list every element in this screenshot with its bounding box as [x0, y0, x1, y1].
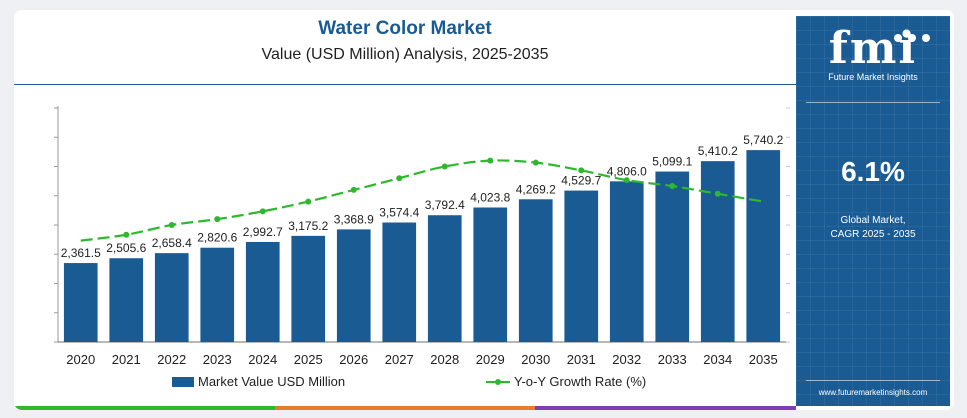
bar-2026: [336, 229, 371, 342]
bar-value-label-2022: 2,658.4: [152, 236, 192, 250]
bar-value-label-2027: 3,574.4: [379, 206, 419, 220]
logo-dots-icon: [894, 34, 930, 42]
bar-2024: [245, 241, 280, 342]
bar-value-label-2026: 3,368.9: [334, 212, 374, 226]
chart-card: Water Color Market Value (USD Million) A…: [14, 10, 954, 410]
chart-area: Water Color Market Value (USD Million) A…: [14, 10, 797, 410]
x-tick-label-2035: 2035: [749, 352, 778, 367]
bar-2029: [473, 207, 508, 342]
cagr-label-line-2: CAGR 2025 - 2035: [830, 229, 916, 240]
growth-point-2021: [123, 231, 130, 238]
legend-item-market-value: Market Value USD Million: [172, 374, 345, 389]
x-tick-label-2021: 2021: [112, 352, 141, 367]
bar-value-label-2035: 5,740.2: [743, 133, 783, 147]
bar-value-label-2032: 4,806.0: [607, 164, 647, 178]
sidebar-separator-bottom: [806, 380, 940, 381]
bar-2030: [518, 199, 553, 342]
bar-value-label-2030: 4,269.2: [516, 182, 556, 196]
chart-plot: 2020 2021 2022 2023 2024 2025 2026 2027 2028 2029…: [54, 106, 790, 367]
x-tick-label-2025: 2025: [294, 352, 323, 367]
sidebar-pattern: [796, 16, 950, 406]
growth-point-2026: [350, 186, 357, 193]
bar-value-label-2021: 2,505.6: [106, 241, 146, 255]
x-tick-label-2030: 2030: [521, 352, 550, 367]
bar-2028: [427, 215, 462, 342]
sidebar-panel: fmi Future Market Insights 6.1% Global M…: [796, 16, 950, 406]
bar-2025: [291, 235, 326, 342]
growth-point-2025: [305, 198, 312, 205]
legend-item-growth-rate: Y-o-Y Growth Rate (%): [486, 374, 646, 389]
x-tick-label-2028: 2028: [430, 352, 459, 367]
legend-label-growth-rate: Y-o-Y Growth Rate (%): [514, 374, 647, 389]
growth-point-2023: [214, 216, 221, 223]
x-tick-label-2029: 2029: [476, 352, 505, 367]
bar-value-label-2023: 2,820.6: [197, 231, 237, 245]
bar-value-label-2028: 3,792.4: [425, 198, 465, 212]
x-tick-label-2024: 2024: [248, 352, 277, 367]
bar-2033: [655, 171, 690, 342]
bar-value-label-2020: 2,361.5: [61, 246, 101, 260]
bar-value-label-2024: 2,992.7: [243, 225, 283, 239]
cagr-label-line-1: Global Market,: [840, 215, 906, 226]
stripe-segment: [14, 406, 275, 410]
sidebar-separator-top: [806, 102, 940, 103]
bar-2020: [63, 263, 98, 342]
growth-point-2028: [441, 163, 448, 170]
title-divider: [14, 84, 796, 85]
bar-2034: [700, 161, 735, 342]
bar-2032: [609, 181, 644, 342]
growth-rate-line: [80, 159, 764, 242]
x-tick-label-2032: 2032: [612, 352, 641, 367]
x-tick-label-2023: 2023: [203, 352, 232, 367]
growth-point-2032: [623, 177, 630, 184]
bar-value-label-2031: 4,529.7: [561, 174, 601, 188]
bar-value-label-2034: 5,410.2: [698, 144, 738, 158]
x-tick-label-2033: 2033: [658, 352, 687, 367]
bar-value-label-2025: 3,175.2: [288, 219, 328, 233]
growth-point-2034: [714, 190, 721, 197]
logo-mark: fmi: [828, 23, 918, 74]
x-tick-label-2020: 2020: [66, 352, 95, 367]
bar-2031: [564, 190, 599, 342]
x-tick-label-2026: 2026: [339, 352, 368, 367]
legend-label-market-value: Market Value USD Million: [198, 374, 346, 389]
x-tick-label-2031: 2031: [567, 352, 596, 367]
legend-bar-swatch: [172, 376, 194, 387]
cagr-label: Global Market, CAGR 2025 - 2035: [796, 214, 950, 242]
x-tick-label-2022: 2022: [157, 352, 186, 367]
stripe-segment: [274, 406, 536, 410]
bar-value-label-2029: 4,023.8: [470, 190, 510, 204]
chart-title: Water Color Market: [318, 18, 492, 39]
growth-point-2027: [396, 175, 403, 182]
bar-2021: [109, 258, 144, 342]
chart-subtitle: Value (USD Million) Analysis, 2025-2035: [261, 46, 549, 63]
logo-text: Future Market Insights: [828, 72, 918, 82]
bar-2022: [154, 253, 189, 342]
growth-point-2031: [578, 167, 585, 174]
website-link[interactable]: www.futuremarketinsights.com: [818, 388, 928, 397]
bar-2023: [200, 247, 235, 342]
x-tick-label-2027: 2027: [385, 352, 414, 367]
cagr-value: 6.1%: [841, 156, 905, 187]
legend: Market Value USD Million Y-o-Y Growth Ra…: [14, 374, 796, 394]
growth-point-2030: [532, 159, 539, 166]
bar-2027: [382, 222, 417, 342]
bar-value-label-2033: 5,099.1: [652, 155, 692, 169]
bar-2035: [746, 150, 781, 342]
growth-point-2022: [168, 222, 175, 228]
growth-point-2024: [259, 208, 266, 215]
growth-point-2029: [487, 157, 494, 164]
legend-line-swatch: [486, 376, 510, 388]
fmi-logo: fmi Future Market Insights: [796, 26, 950, 82]
x-tick-label-2034: 2034: [703, 352, 732, 367]
growth-point-2033: [669, 183, 676, 189]
bottom-color-stripe: [14, 406, 797, 410]
stripe-segment: [535, 406, 797, 410]
